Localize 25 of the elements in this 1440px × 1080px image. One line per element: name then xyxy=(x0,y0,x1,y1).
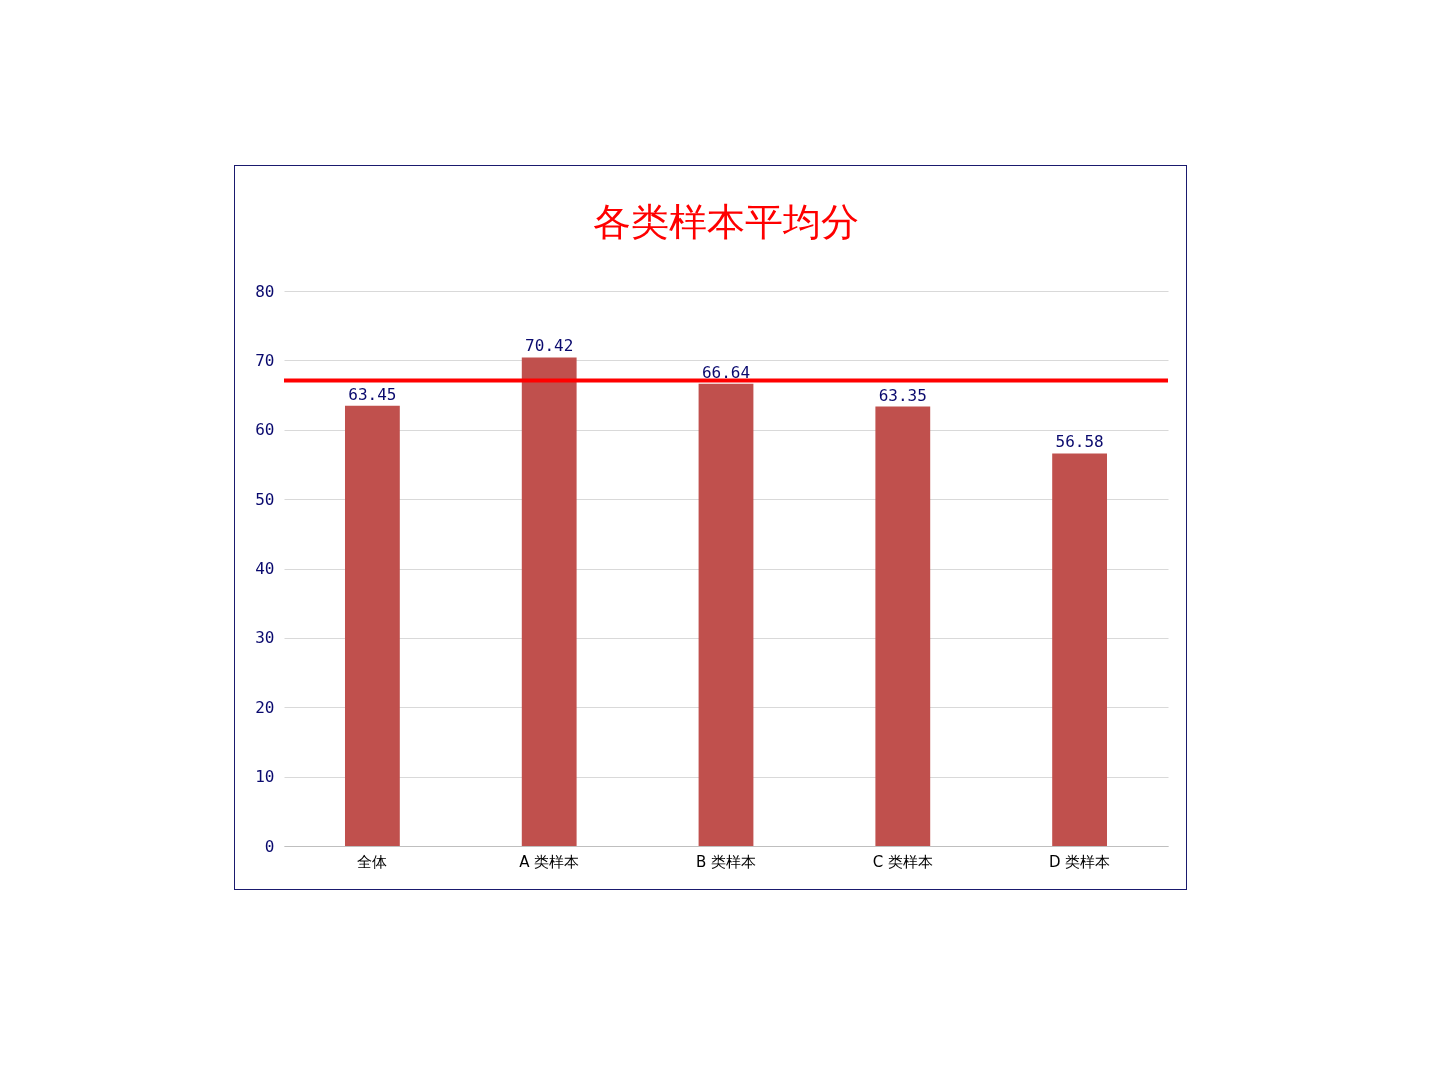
x-tick-label: C 类样本 xyxy=(872,852,933,871)
x-tick-label: B 类样本 xyxy=(695,852,757,871)
bar xyxy=(345,405,400,846)
bar xyxy=(698,383,754,846)
y-tick-label: 10 xyxy=(255,767,275,787)
y-tick-label: 40 xyxy=(255,559,275,578)
y-tick-label: 70 xyxy=(255,350,275,370)
x-tick-label: 全体 xyxy=(357,852,388,871)
bar xyxy=(521,357,577,846)
chart-title: 各类样本平均分 xyxy=(593,200,859,244)
data-label: 56.58 xyxy=(1055,432,1104,452)
x-tick-label: A 类样本 xyxy=(519,852,580,871)
y-tick-label: 80 xyxy=(255,281,275,301)
y-tick-label: 50 xyxy=(255,489,275,509)
y-tick-label: 30 xyxy=(255,628,275,648)
data-label: 63.35 xyxy=(878,385,927,405)
bar xyxy=(1052,453,1107,846)
y-tick-label: 0 xyxy=(264,836,275,856)
y-tick-label: 60 xyxy=(255,420,275,440)
x-tick-label: D 类样本 xyxy=(1048,852,1111,871)
data-label: 70.42 xyxy=(525,336,574,356)
y-tick-label: 20 xyxy=(255,697,275,717)
data-label: 63.45 xyxy=(348,384,397,404)
bar xyxy=(875,406,931,846)
data-label: 66.64 xyxy=(701,362,751,382)
